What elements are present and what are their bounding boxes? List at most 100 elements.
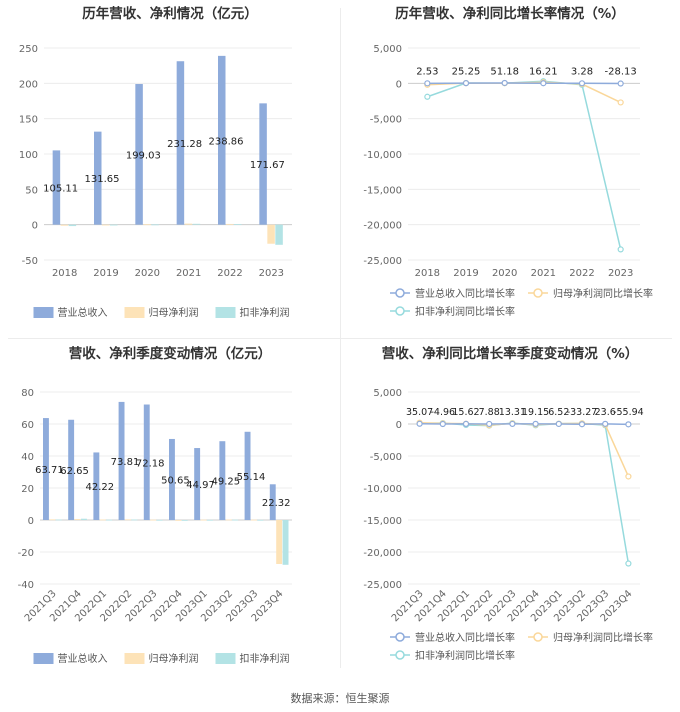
revenue-bar	[269, 484, 276, 520]
revenue-data-label: 238.86	[209, 136, 244, 147]
net-profit-bar	[251, 519, 257, 521]
revenue-growth-data-label: 6.52	[548, 407, 569, 418]
revenue-data-label: 72.18	[136, 458, 165, 469]
net-profit-bar	[276, 520, 283, 564]
deducted-profit-growth-point	[625, 560, 632, 567]
legend-marker	[533, 632, 543, 642]
revenue-growth-data-label: -28.13	[605, 66, 637, 77]
revenue-data-label: 63.71	[35, 465, 64, 476]
deducted-profit-bar	[110, 224, 118, 226]
y-tick-label: 200	[19, 79, 38, 90]
revenue-growth-data-label: -4.96	[431, 407, 456, 418]
annual-growth-panel: 历年营收、净利同比增长率情况（%） 5,000 0 -5,000 -10,000 -15,…	[340, 0, 680, 340]
y-tick-label: -15,000	[363, 516, 402, 527]
y-tick-label: -20	[18, 548, 34, 559]
revenue-growth-point	[424, 80, 431, 87]
x-tick-label: 2023	[608, 268, 633, 279]
revenue-growth-point	[439, 420, 446, 428]
net-profit-bar	[125, 519, 131, 521]
revenue-growth-point	[617, 80, 624, 87]
chart-title: 历年营收、净利情况（亿元）	[82, 5, 258, 22]
x-tick-label: 2019	[453, 268, 478, 279]
deducted-profit-bar	[106, 519, 113, 521]
annual-revenue-profit-chart: 历年营收、净利情况（亿元） 250 200 150 100 50 0 -50 2018 2019 2…	[19, 5, 292, 319]
revenue-growth-data-label: 13.31	[499, 407, 526, 418]
deducted-profit-bar	[68, 224, 77, 227]
deducted-profit-bar	[181, 520, 188, 521]
deducted-profit-bar	[81, 518, 87, 520]
revenue-data-label: 22.32	[262, 498, 291, 509]
revenue-growth-data-label: -55.94	[613, 407, 644, 418]
net-profit-bar	[200, 519, 207, 521]
net-profit-bar	[150, 519, 157, 521]
y-tick-label: -5,000	[370, 115, 402, 126]
net-profit-bar	[102, 224, 110, 226]
quarterly-growth-chart: 营收、净利同比增长率季度变动情况（%） 5,000 0 -5,000 -10,000 -1…	[363, 345, 653, 662]
x-tick-label: 2021	[531, 268, 556, 279]
quarterly-revenue-profit-chart: 营收、净利季度变动情况（亿元）806040200-20-402021Q32021…	[18, 345, 292, 665]
legend-label: 营业总收入同比增长率	[415, 631, 515, 644]
chart-title: 营收、净利季度变动情况（亿元）	[69, 345, 272, 362]
revenue-growth-point	[416, 420, 423, 427]
net-profit-bar	[225, 519, 232, 521]
y-tick-label: 50	[25, 185, 38, 196]
revenue-bar	[135, 84, 143, 225]
deducted-profit-bar	[151, 224, 159, 226]
deducted-profit-bar	[282, 520, 289, 565]
y-tick-label: -40	[18, 580, 34, 591]
legend-marker	[395, 632, 405, 642]
deducted-profit-growth-line	[419, 422, 630, 564]
revenue-growth-point	[462, 80, 470, 87]
y-tick-label: 5,000	[373, 388, 402, 399]
net-profit-bar	[143, 224, 151, 226]
legend-marker	[395, 288, 405, 298]
y-tick-label: -10,000	[363, 150, 402, 161]
revenue-data-label: 62.65	[60, 466, 89, 477]
revenue-bar	[118, 401, 125, 520]
revenue-bar	[68, 419, 75, 520]
revenue-data-label: 44.97	[186, 480, 215, 491]
revenue-growth-point	[625, 421, 632, 428]
legend-label: 归母净利润同比增长率	[553, 631, 653, 644]
revenue-growth-point	[602, 420, 609, 427]
deducted-profit-growth-point	[617, 246, 624, 253]
revenue-growth-data-label: 15.62	[452, 407, 479, 418]
deducted-profit-bar	[275, 224, 283, 245]
revenue-growth-data-label: 35.07	[406, 407, 433, 418]
revenue-growth-data-label: 16.21	[529, 66, 558, 77]
revenue-data-label: 105.11	[43, 184, 78, 195]
revenue-growth-data-label: 23.6	[595, 407, 616, 418]
deducted-profit-bar	[192, 223, 201, 225]
y-tick-label: 0	[396, 79, 402, 90]
net-profit-growth-point	[617, 99, 624, 106]
y-tick-label: 0	[32, 221, 38, 232]
deducted-profit-bar	[234, 224, 242, 225]
y-tick-label: -15,000	[363, 185, 402, 196]
x-tick-label: 2018	[415, 268, 440, 279]
y-tick-label: -25,000	[363, 256, 402, 267]
revenue-growth-point	[540, 80, 547, 87]
annual-revenue-profit-panel: 历年营收、净利情况（亿元） 250 200 150 100 50 0 -50 2018 2019 2…	[0, 0, 340, 340]
deducted-profit-bar	[257, 519, 264, 521]
revenue-growth-data-label: 3.28	[571, 66, 593, 77]
revenue-growth-data-label: 19.15	[522, 407, 549, 418]
revenue-bar	[194, 448, 201, 520]
deducted-profit-bar	[156, 519, 163, 521]
revenue-growth-data-label: 51.18	[490, 66, 519, 77]
net-profit-bar	[267, 224, 275, 244]
chart-title: 营收、净利同比增长率季度变动情况（%）	[382, 345, 639, 362]
revenue-data-label: 55.14	[237, 472, 266, 483]
revenue-data-label: 199.03	[126, 150, 161, 161]
net-profit-bar	[74, 519, 81, 520]
deducted-profit-bar	[131, 519, 138, 521]
annual-growth-chart: 历年营收、净利同比增长率情况（%） 5,000 0 -5,000 -10,000 -15,…	[363, 5, 653, 318]
revenue-growth-point	[501, 79, 508, 87]
legend-swatch	[124, 653, 145, 664]
y-tick-label: 0	[396, 420, 402, 431]
net-profit-growth-point	[625, 473, 632, 480]
revenue-growth-point	[509, 420, 516, 428]
legend-label: 扣非净利润	[240, 306, 290, 319]
revenue-data-label: 49.25	[211, 477, 240, 488]
y-tick-label: -10,000	[363, 484, 402, 495]
deducted-profit-bar	[207, 519, 213, 521]
